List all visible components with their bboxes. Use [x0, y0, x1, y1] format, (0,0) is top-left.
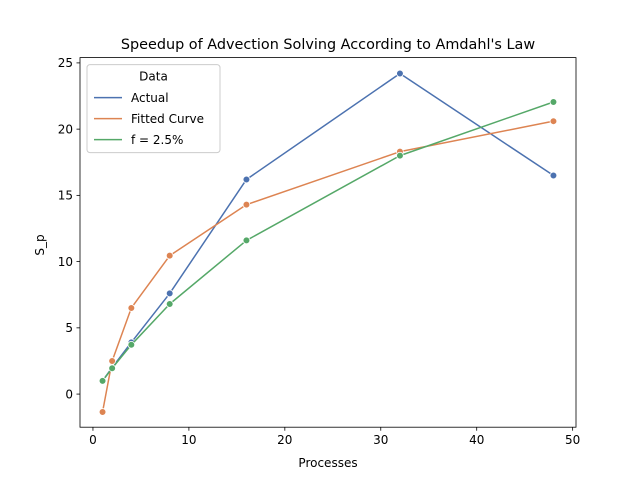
- data-point: [98, 408, 107, 416]
- chart-title: Speedup of Advection Solving According t…: [121, 37, 535, 53]
- y-tick-label: 15: [58, 189, 73, 203]
- y-tick-label: 10: [58, 255, 73, 269]
- x-axis-label: Processes: [298, 456, 357, 470]
- data-point: [108, 357, 116, 365]
- data-point: [242, 200, 251, 209]
- y-axis-label: S_p: [33, 234, 47, 255]
- data-point: [549, 98, 558, 106]
- data-point: [242, 175, 251, 184]
- data-point: [549, 171, 558, 180]
- data-point: [127, 340, 136, 349]
- legend-label: Actual: [131, 91, 169, 105]
- legend-box: [86, 64, 221, 154]
- legend: Data Actual Fitted Curve f = 2.5%: [86, 64, 221, 154]
- data-point: [108, 364, 116, 373]
- x-tick-label: 10: [181, 433, 196, 447]
- data-point: [396, 69, 404, 78]
- data-point: [549, 117, 558, 125]
- data-point: [165, 289, 174, 298]
- x-tick-label: 30: [373, 433, 388, 447]
- legend-label: f = 2.5%: [131, 133, 183, 147]
- data-point: [396, 151, 404, 160]
- series-line-1: [101, 120, 555, 413]
- x-tick-label: 20: [277, 433, 292, 447]
- y-tick-label: 5: [65, 321, 73, 335]
- data-point: [242, 236, 251, 245]
- legend-label: Fitted Curve: [131, 112, 204, 126]
- legend-item-0: Actual: [94, 91, 169, 105]
- series-1: [98, 117, 558, 416]
- data-point: [127, 304, 136, 312]
- legend-title: Data: [139, 70, 168, 84]
- y-tick-label: 20: [58, 122, 73, 136]
- x-tick-label: 50: [565, 433, 580, 447]
- x-tick-label: 0: [89, 433, 97, 447]
- axes-frame: [79, 57, 577, 428]
- legend-item-1: Fitted Curve: [94, 112, 204, 126]
- y-tick-label: 25: [58, 56, 73, 70]
- legend-item-2: f = 2.5%: [94, 133, 183, 147]
- data-point: [98, 377, 107, 385]
- series-2: [98, 98, 558, 385]
- y-tick-label: 0: [65, 387, 73, 401]
- x-tick-label: 40: [469, 433, 484, 447]
- plot-area: 0 10 20 30 40 50 0 5 10 15 20 25: [58, 56, 581, 447]
- data-point: [165, 300, 174, 308]
- data-point: [165, 251, 174, 260]
